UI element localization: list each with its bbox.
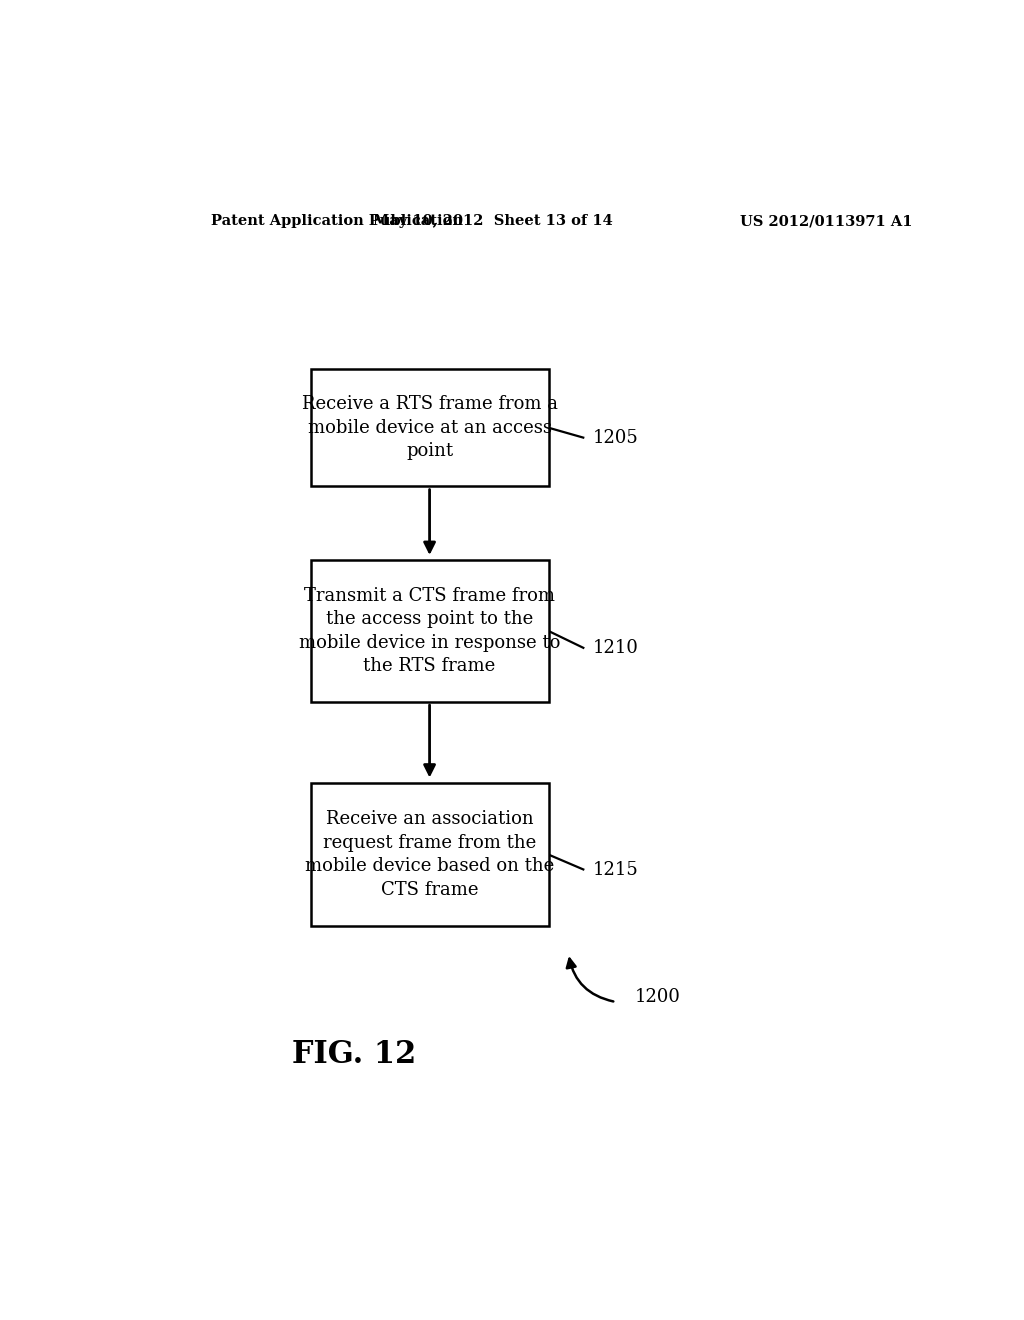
- Text: 1205: 1205: [592, 429, 638, 447]
- Text: 1200: 1200: [634, 987, 680, 1006]
- Text: Receive a RTS frame from a
mobile device at an access
point: Receive a RTS frame from a mobile device…: [302, 395, 557, 461]
- FancyBboxPatch shape: [310, 784, 549, 925]
- Text: Patent Application Publication: Patent Application Publication: [211, 214, 463, 228]
- Text: Transmit a CTS frame from
the access point to the
mobile device in response to
t: Transmit a CTS frame from the access poi…: [299, 586, 560, 676]
- Text: Receive an association
request frame from the
mobile device based on the
CTS fra: Receive an association request frame fro…: [305, 810, 554, 899]
- FancyBboxPatch shape: [310, 560, 549, 702]
- Text: 1215: 1215: [592, 861, 638, 879]
- Text: 1210: 1210: [592, 639, 638, 657]
- Text: FIG. 12: FIG. 12: [292, 1039, 417, 1071]
- Text: US 2012/0113971 A1: US 2012/0113971 A1: [740, 214, 912, 228]
- FancyBboxPatch shape: [310, 370, 549, 486]
- Text: May 10, 2012  Sheet 13 of 14: May 10, 2012 Sheet 13 of 14: [373, 214, 613, 228]
